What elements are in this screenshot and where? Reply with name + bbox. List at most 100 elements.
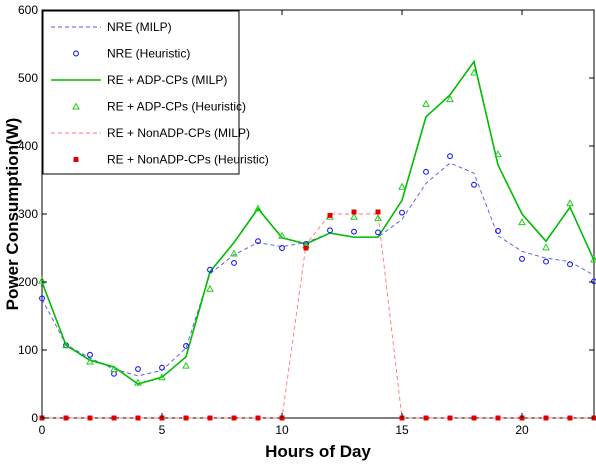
legend-marker — [73, 157, 79, 162]
series-layer — [38, 59, 596, 421]
legend-box — [42, 10, 240, 175]
data-point — [327, 212, 333, 218]
data-point — [111, 415, 117, 421]
series-re-adp-cps-milp- — [41, 59, 595, 385]
legend-item: NRE (MILP) — [51, 20, 172, 34]
data-point — [447, 153, 453, 160]
y-tick-label: 400 — [18, 139, 38, 153]
y-tick-label: 200 — [18, 275, 38, 289]
data-point — [351, 228, 357, 235]
x-tick-label: 10 — [275, 423, 289, 437]
data-point — [470, 68, 478, 76]
data-point — [38, 276, 46, 284]
legend-item: RE + NonADP-CPs (MILP) — [51, 126, 250, 140]
series-line — [41, 162, 595, 377]
legend-label: NRE (MILP) — [107, 20, 172, 34]
legend: NRE (MILP) NRE (Heuristic) RE + ADP-CPs (M… — [42, 10, 269, 175]
legend-item: NRE (Heuristic) — [73, 47, 190, 61]
data-point — [255, 238, 261, 245]
legend-label: RE + NonADP-CPs (Heuristic) — [107, 153, 269, 167]
x-tick-label: 20 — [515, 423, 529, 437]
data-point — [87, 415, 93, 421]
data-point — [446, 95, 454, 103]
legend-marker — [73, 50, 79, 57]
data-point — [278, 231, 286, 239]
data-point — [110, 364, 118, 373]
series-nre-heuristic- — [39, 153, 596, 377]
data-point — [255, 415, 261, 421]
data-point — [519, 255, 525, 262]
y-tick-label: 500 — [18, 71, 38, 85]
data-point — [135, 415, 141, 421]
data-point — [62, 341, 70, 349]
data-point — [399, 209, 405, 216]
data-point — [543, 415, 549, 421]
x-tick-label: 0 — [39, 423, 46, 437]
y-tick-label: 0 — [31, 411, 38, 425]
series-line — [42, 213, 594, 419]
data-point — [158, 373, 166, 381]
data-point — [398, 182, 406, 190]
data-point — [231, 415, 237, 421]
data-point — [567, 415, 573, 421]
data-point — [566, 199, 574, 207]
data-point — [279, 245, 285, 251]
legend-item: RE + ADP-CPs (MILP) — [51, 73, 227, 87]
data-point — [327, 227, 333, 234]
data-point — [207, 415, 213, 421]
series-line — [41, 59, 595, 385]
x-tick-label: 5 — [159, 423, 166, 437]
legend-label: RE + NonADP-CPs (MILP) — [107, 126, 250, 140]
data-point — [39, 295, 45, 302]
series-re-nonadp-cps-milp- — [42, 213, 594, 419]
data-point — [374, 214, 382, 222]
legend-item: RE + NonADP-CPs (Heuristic) — [73, 153, 269, 167]
legend-label: RE + ADP-CPs (MILP) — [107, 73, 227, 87]
data-point — [518, 218, 526, 226]
data-point — [183, 342, 189, 349]
series-nre-milp- — [41, 162, 595, 377]
data-point — [471, 415, 477, 421]
data-point — [422, 99, 430, 107]
x-tick-label: 15 — [395, 423, 409, 437]
data-point — [423, 415, 429, 421]
y-tick-label: 300 — [18, 207, 38, 221]
data-point — [471, 181, 477, 188]
legend-label: RE + ADP-CPs (Heuristic) — [107, 100, 246, 114]
data-point — [135, 366, 141, 372]
data-point — [159, 364, 165, 371]
data-point — [86, 357, 94, 365]
data-point — [231, 260, 237, 266]
data-point — [543, 258, 549, 265]
data-point — [183, 415, 189, 421]
legend-label: NRE (Heuristic) — [107, 47, 190, 61]
data-point — [350, 212, 358, 220]
data-point — [495, 415, 501, 421]
legend-item: RE + ADP-CPs (Heuristic) — [72, 100, 246, 114]
legend-marker — [72, 102, 80, 110]
data-point — [134, 378, 142, 386]
data-point — [303, 245, 309, 251]
data-point — [591, 278, 596, 285]
data-point — [87, 351, 93, 358]
y-axis-label: Power Consumption(W) — [3, 118, 22, 311]
data-point — [182, 361, 190, 369]
data-point — [206, 284, 214, 292]
data-point — [567, 261, 573, 268]
data-point — [494, 150, 502, 158]
data-point — [207, 266, 213, 273]
data-point — [351, 209, 357, 215]
data-point — [375, 229, 381, 236]
data-point — [63, 415, 69, 421]
data-point — [447, 415, 453, 421]
data-point — [423, 168, 429, 175]
data-point — [495, 228, 501, 234]
data-point — [230, 249, 238, 257]
data-point — [375, 209, 381, 215]
y-tick-label: 100 — [18, 343, 38, 357]
data-point — [254, 204, 262, 212]
x-axis-label: Hours of Day — [265, 442, 371, 461]
data-point — [542, 243, 550, 251]
